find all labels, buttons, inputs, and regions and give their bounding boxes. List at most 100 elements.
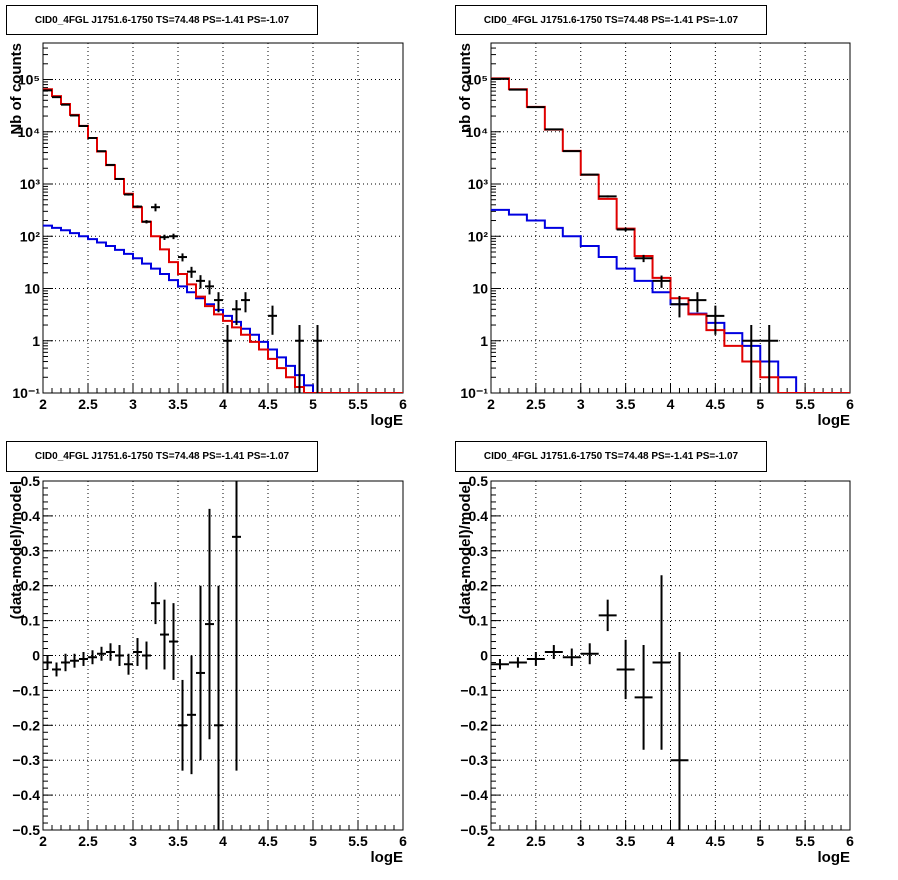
y-tick-label: 10 — [472, 281, 488, 297]
plot-area — [491, 77, 850, 393]
y-tick-label: −0.5 — [12, 822, 40, 838]
x-axis-title: logE — [818, 412, 851, 429]
x-tick-label: 4.5 — [706, 396, 726, 412]
x-tick-label: 2.5 — [78, 396, 98, 412]
total-model-line — [43, 88, 403, 393]
y-tick-label: 0.1 — [21, 613, 41, 629]
y-tick-label: 0.4 — [469, 508, 489, 524]
chart-svg-bottom-right: 2 2.5 3 3.5 4 4.5 5 5.5 6 −0.5 −0.4 −0.3 −0.2 −0.1 0 0.… — [457, 473, 854, 866]
y-tick-label: 0.4 — [21, 508, 41, 524]
y-tick-label: 10⁴ — [466, 124, 489, 140]
x-tick-label: 6 — [846, 396, 854, 412]
x-tick-label: 5.5 — [795, 396, 815, 412]
y-tick-label: 0.1 — [469, 613, 489, 629]
x-tick-label: 4 — [219, 833, 227, 849]
y-axis-title: (data-model)/model — [8, 481, 25, 619]
x-tick-label: 4.5 — [258, 396, 278, 412]
x-tick-label: 6 — [399, 833, 407, 849]
background-model-line — [491, 208, 850, 393]
y-tick-label: 0.2 — [469, 578, 489, 594]
y-tick-label: −0.2 — [12, 717, 40, 733]
chart-panel-bottom-right: 2 2.5 3 3.5 4 4.5 5 5.5 6 −0.5 −0.4 −0.3 −0.2 −0.1 0 0.… — [449, 438, 898, 875]
x-tick-label: 3 — [129, 833, 137, 849]
total-model-line — [491, 77, 850, 393]
y-tick-label: 10⁴ — [18, 124, 41, 140]
x-tick-label: 5.5 — [795, 833, 815, 849]
x-tick-label: 3 — [129, 396, 137, 412]
chart-title-top-left: CID0_4FGL J1751.6-1750 TS=74.48 PS=-1.41… — [6, 5, 318, 35]
y-tick-label: 10³ — [20, 176, 41, 192]
x-tick-label: 5.5 — [348, 396, 368, 412]
x-tick-label: 2 — [487, 833, 495, 849]
x-tick-label: 2.5 — [526, 833, 546, 849]
chart-panel-bottom-left: 2 2.5 3 3.5 4 4.5 5 5.5 6 −0.5 −0.4 −0.3 −0.2 −0.1 0 0.… — [0, 438, 449, 875]
y-tick-label: 10² — [468, 228, 489, 244]
plot-area — [43, 481, 241, 830]
x-tick-label: 5 — [756, 833, 764, 849]
y-tick-label: 1 — [32, 333, 40, 349]
y-tick-label: −0.3 — [460, 752, 488, 768]
x-tick-label: 3 — [577, 833, 585, 849]
y-tick-label: 10⁵ — [466, 72, 488, 88]
plot-frame — [42, 42, 404, 394]
y-tick-label: 0.3 — [21, 543, 41, 559]
y-axis-title: nb of counts — [457, 43, 474, 133]
x-tick-label: 2.5 — [526, 396, 546, 412]
plot-frame — [42, 480, 404, 831]
x-tick-label: 4 — [667, 396, 675, 412]
x-tick-label: 3 — [577, 396, 585, 412]
y-axis-title: Nb of counts — [8, 43, 25, 135]
y-tick-label: 10 — [24, 281, 40, 297]
x-tick-label: 2 — [39, 833, 47, 849]
y-tick-label: −0.4 — [460, 787, 488, 803]
y-tick-label: −0.1 — [460, 682, 488, 698]
chart-title-top-right: CID0_4FGL J1751.6-1750 TS=74.48 PS=-1.41… — [455, 5, 767, 35]
y-axis-title: (data-model)/model — [457, 481, 474, 619]
y-tick-label: 0 — [480, 648, 488, 664]
chart-title-bottom-right: CID0_4FGL J1751.6-1750 TS=74.48 PS=-1.41… — [455, 441, 767, 472]
chart-title-bottom-left: CID0_4FGL J1751.6-1750 TS=74.48 PS=-1.41… — [6, 441, 318, 472]
plot-frame — [490, 480, 851, 831]
x-tick-label: 2 — [487, 396, 495, 412]
y-tick-label: 10⁵ — [18, 72, 40, 88]
chart-svg-bottom-left: 2 2.5 3 3.5 4 4.5 5 5.5 6 −0.5 −0.4 −0.3 −0.2 −0.1 0 0.… — [8, 473, 407, 866]
y-tick-label: −0.5 — [460, 822, 488, 838]
plot-frame — [490, 42, 851, 394]
x-tick-label: 6 — [846, 833, 854, 849]
plot-area — [491, 575, 689, 830]
x-tick-label: 5.5 — [348, 833, 368, 849]
x-axis-title: logE — [371, 849, 404, 866]
x-tick-label: 4.5 — [706, 833, 726, 849]
y-tick-label: 0.5 — [469, 473, 489, 489]
x-axis-title: logE — [371, 412, 404, 429]
chart-panel-top-left: 2 2.5 3 3.5 4 4.5 5 5.5 6 10⁻¹ 1 10 10² 10³ 10⁴ 10⁵ logE… — [0, 0, 449, 438]
x-tick-label: 3.5 — [168, 396, 188, 412]
x-tick-label: 3.5 — [616, 833, 636, 849]
x-tick-label: 2 — [39, 396, 47, 412]
y-tick-label: 0 — [32, 648, 40, 664]
x-tick-label: 3.5 — [168, 833, 188, 849]
chart-svg-top-right: 2 2.5 3 3.5 4 4.5 5 5.5 6 10⁻¹ 1 10 10² 10³ 10⁴ 10⁵ logE… — [457, 42, 854, 429]
x-tick-label: 5 — [756, 396, 764, 412]
chart-svg-top-left: 2 2.5 3 3.5 4 4.5 5 5.5 6 10⁻¹ 1 10 10² 10³ 10⁴ 10⁵ logE… — [8, 42, 407, 429]
x-tick-label: 5 — [309, 396, 317, 412]
x-tick-label: 3.5 — [616, 396, 636, 412]
x-tick-label: 4 — [667, 833, 675, 849]
plot-area — [43, 88, 403, 393]
y-tick-label: 0.2 — [21, 578, 41, 594]
y-tick-label: 10³ — [468, 176, 489, 192]
x-tick-label: 2.5 — [78, 833, 98, 849]
x-tick-label: 6 — [399, 396, 407, 412]
x-tick-label: 4 — [219, 396, 227, 412]
y-tick-label: 0.3 — [469, 543, 489, 559]
y-tick-label: −0.1 — [12, 682, 40, 698]
y-tick-label: −0.4 — [12, 787, 40, 803]
y-tick-label: 10⁻¹ — [12, 385, 40, 401]
y-tick-label: −0.3 — [12, 752, 40, 768]
chart-panel-top-right: 2 2.5 3 3.5 4 4.5 5 5.5 6 10⁻¹ 1 10 10² 10³ 10⁴ 10⁵ logE… — [449, 0, 898, 438]
y-tick-label: 10² — [20, 228, 41, 244]
x-axis-title: logE — [818, 849, 851, 866]
x-tick-label: 4.5 — [258, 833, 278, 849]
y-tick-label: −0.2 — [460, 717, 488, 733]
y-tick-label: 10⁻¹ — [460, 385, 488, 401]
